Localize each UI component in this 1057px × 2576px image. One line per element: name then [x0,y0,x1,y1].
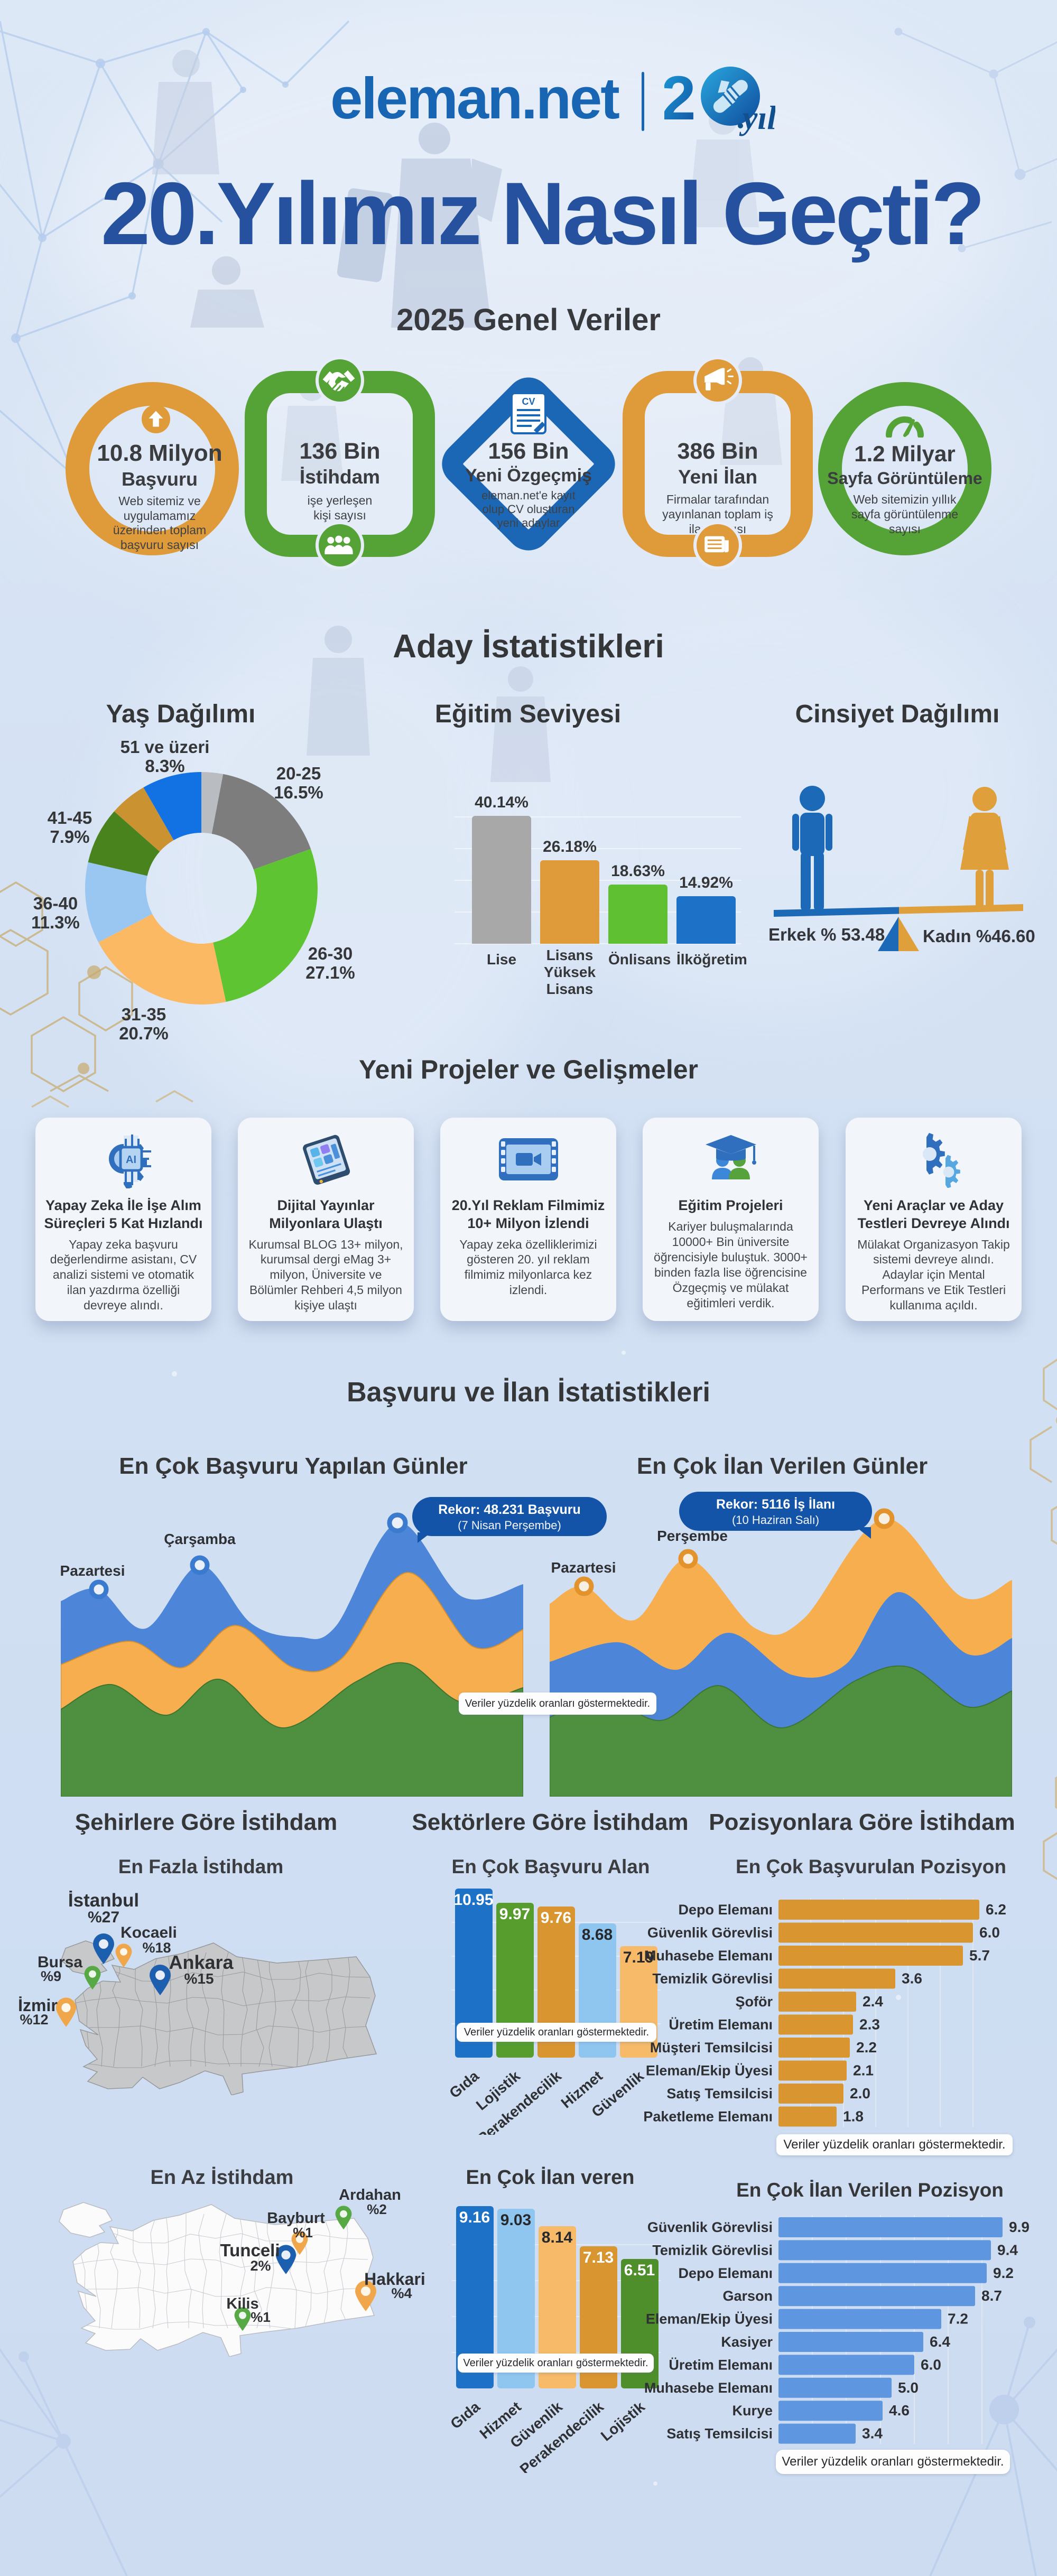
svg-text:6.4: 6.4 [930,2333,950,2350]
svg-text:2.0: 2.0 [850,2085,870,2101]
svg-text:Muhasebe Elemanı: Muhasebe Elemanı [644,1948,773,1964]
svg-text:8.14: 8.14 [542,2229,573,2246]
svg-text:7.19: 7.19 [623,1949,654,1966]
svg-text:Depo Elemanı: Depo Elemanı [678,1902,773,1918]
svg-text:Depo Elemanı: Depo Elemanı [678,2265,773,2281]
svg-text:1.8: 1.8 [843,2108,864,2125]
svg-text:Gıda: Gıda [449,2068,482,2101]
svg-text:Paketleme Elemanı: Paketleme Elemanı [643,2109,773,2125]
svg-text:2.1: 2.1 [853,2062,874,2079]
svg-text:3.4: 3.4 [862,2425,883,2442]
svg-text:10.95: 10.95 [453,1891,493,1909]
svg-text:Pazartesi: Pazartesi [551,1559,616,1576]
svg-text:9.16: 9.16 [459,2209,490,2226]
svg-text:9.97: 9.97 [499,1905,530,1923]
svg-text:Satış Temsilcisi: Satış Temsilcisi [666,2426,773,2442]
svg-text:4.6: 4.6 [889,2402,910,2419]
svg-text:Müşteri Temsilcisi: Müşteri Temsilcisi [650,2040,773,2056]
svg-text:9.76: 9.76 [541,1909,571,1927]
svg-text:Kasiyer: Kasiyer [721,2334,773,2350]
svg-text:Gıda: Gıda [449,2398,483,2432]
svg-text:Satış Temsilcisi: Satış Temsilcisi [666,2086,773,2101]
svg-text:Kurye: Kurye [732,2403,773,2419]
svg-text:9.2: 9.2 [993,2265,1014,2281]
svg-text:5.7: 5.7 [969,1947,990,1964]
svg-text:7.2: 7.2 [948,2311,968,2327]
svg-text:6.0: 6.0 [921,2356,941,2373]
svg-text:9.9: 9.9 [1009,2219,1030,2235]
svg-text:8.68: 8.68 [582,1926,613,1943]
svg-text:Eleman/Ekip Üyesi: Eleman/Ekip Üyesi [646,2311,773,2327]
svg-text:9.4: 9.4 [997,2242,1018,2258]
svg-text:8.7: 8.7 [981,2287,1002,2304]
svg-text:CV: CV [522,396,535,407]
svg-text:3.6: 3.6 [902,1970,922,1987]
svg-text:2.2: 2.2 [856,2039,877,2056]
svg-text:Temizlik Görevlisi: Temizlik Görevlisi [652,1971,773,1987]
svg-text:7.13: 7.13 [583,2249,614,2266]
svg-text:Garson: Garson [722,2288,773,2304]
svg-text:Pazartesi: Pazartesi [61,1563,125,1579]
svg-text:5.0: 5.0 [898,2379,919,2396]
svg-text:Üretim Elemanı: Üretim Elemanı [669,2017,773,2033]
svg-text:Üretim Elemanı: Üretim Elemanı [669,2357,773,2373]
svg-text:6.2: 6.2 [986,1901,1006,1918]
svg-text:Eleman/Ekip Üyesi: Eleman/Ekip Üyesi [646,2063,773,2079]
svg-text:2.4: 2.4 [863,1993,883,2010]
svg-text:6.0: 6.0 [979,1924,1000,1941]
svg-text:Çarşamba: Çarşamba [164,1531,236,1547]
svg-text:2: 2 [664,64,696,133]
svg-text:AI: AI [126,1154,136,1166]
svg-text:Şoför: Şoför [736,1994,773,2010]
svg-text:Temizlik Görevlisi: Temizlik Görevlisi [652,2242,773,2258]
svg-text:Güvenlik Görevlisi: Güvenlik Görevlisi [647,1925,773,1941]
svg-text:2.3: 2.3 [859,2016,880,2033]
svg-text:9.03: 9.03 [500,2211,531,2229]
svg-text:Güvenlik Görevlisi: Güvenlik Görevlisi [647,2219,773,2235]
svg-text:6.51: 6.51 [624,2262,655,2279]
svg-text:yıl: yıl [739,99,775,136]
svg-text:Muhasebe Elemanı: Muhasebe Elemanı [644,2380,773,2396]
